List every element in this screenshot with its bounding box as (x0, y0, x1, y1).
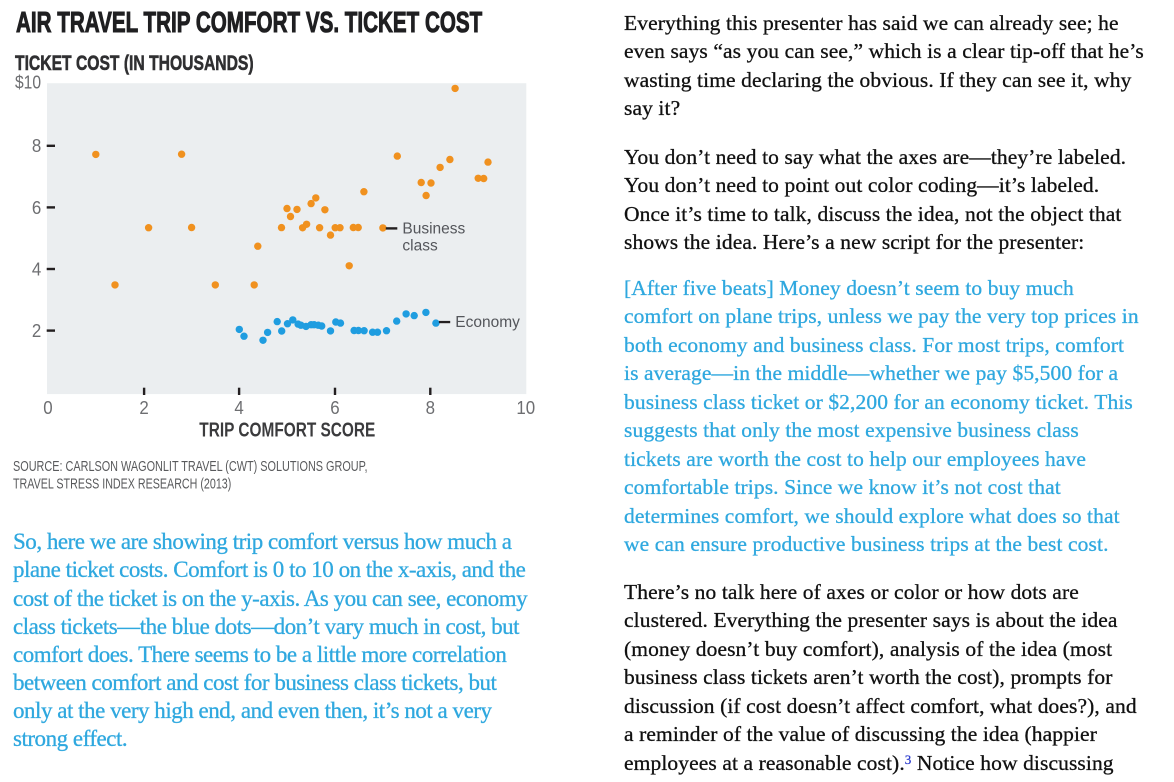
svg-text:2: 2 (139, 397, 148, 418)
svg-text:Economy: Economy (455, 314, 520, 331)
svg-text:4: 4 (32, 258, 41, 279)
svg-text:TRAVEL STRESS INDEX RESEARCH (: TRAVEL STRESS INDEX RESEARCH (2013) (13, 476, 231, 493)
svg-text:6: 6 (32, 197, 41, 218)
svg-text:0: 0 (43, 397, 52, 418)
svg-text:10: 10 (516, 397, 535, 418)
svg-text:Business: Business (402, 221, 465, 238)
svg-text:TRIP COMFORT SCORE: TRIP COMFORT SCORE (199, 420, 375, 442)
svg-text:6: 6 (330, 397, 339, 418)
svg-text:SOURCE: CARLSON WAGONLIT TRAVE: SOURCE: CARLSON WAGONLIT TRAVEL (CWT) SO… (13, 458, 368, 475)
svg-text:2: 2 (32, 320, 41, 341)
svg-text:$10: $10 (15, 71, 41, 92)
svg-text:4: 4 (234, 397, 243, 418)
svg-text:class: class (402, 238, 438, 255)
svg-text:8: 8 (426, 397, 435, 418)
svg-text:8: 8 (32, 135, 41, 156)
